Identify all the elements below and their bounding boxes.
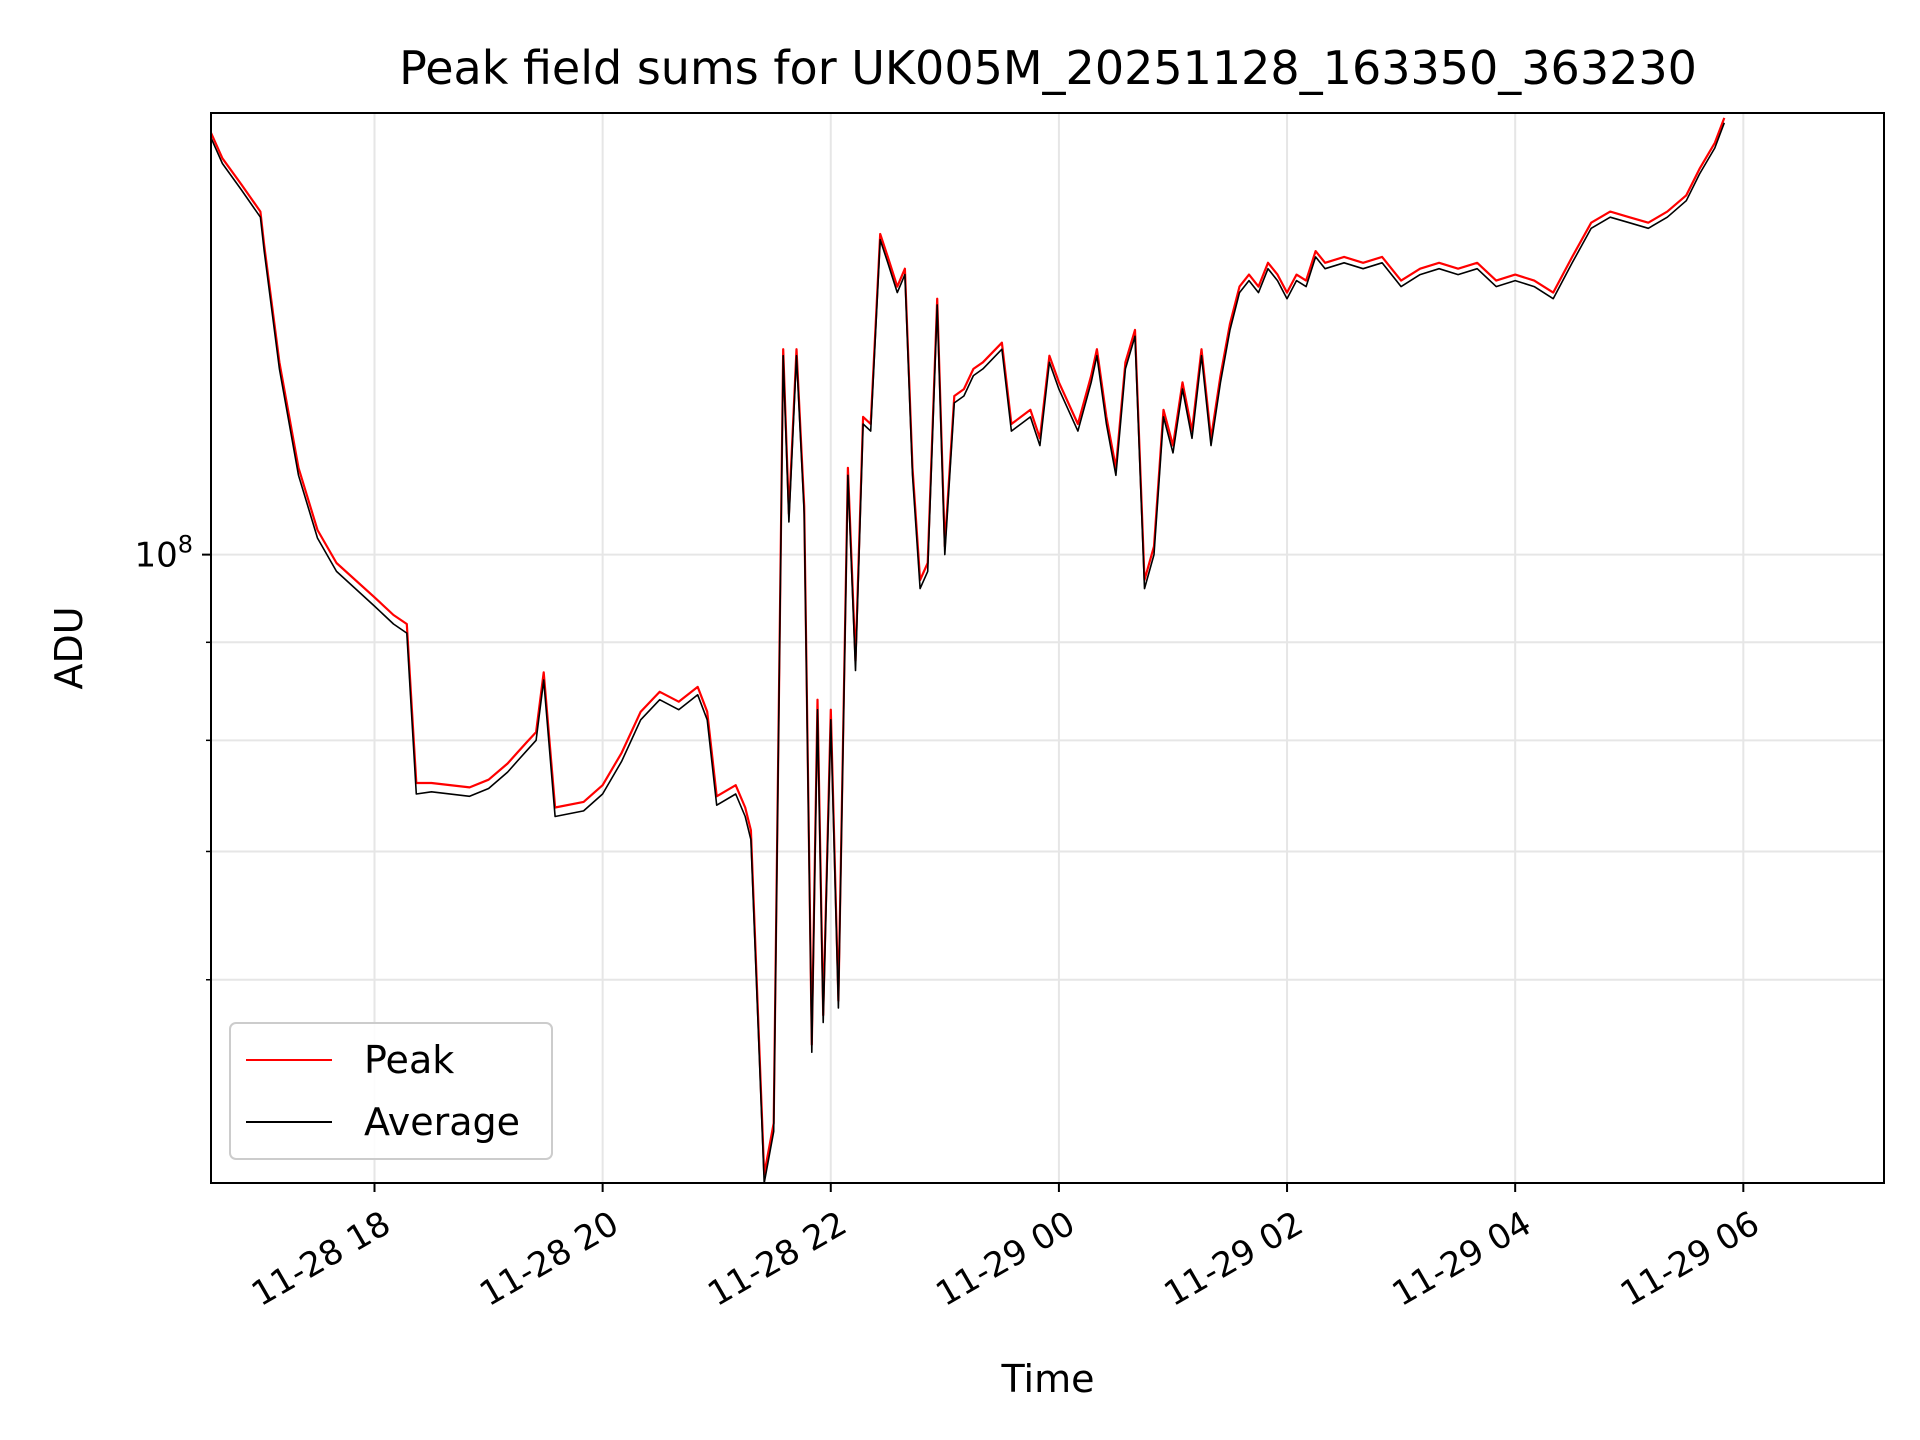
- legend-label-average: Average: [364, 1100, 520, 1144]
- legend: Peak Average: [229, 1022, 553, 1160]
- series-line-peak: [209, 117, 1726, 1176]
- series-lines: [209, 117, 1726, 1184]
- legend-label-peak: Peak: [364, 1038, 454, 1082]
- y-axis-ticks: 108: [134, 531, 211, 981]
- x-axis-label: Time: [1001, 1357, 1095, 1401]
- plot-frame: [210, 112, 1885, 1184]
- y-axis-label: ADU: [47, 606, 91, 689]
- series-line-average: [210, 122, 1726, 1184]
- legend-box: [229, 1022, 553, 1160]
- grid: [211, 113, 1884, 1183]
- y-tick-label: 108: [134, 531, 193, 576]
- chart-title: Peak field sums for UK005M_20251128_1633…: [399, 41, 1697, 95]
